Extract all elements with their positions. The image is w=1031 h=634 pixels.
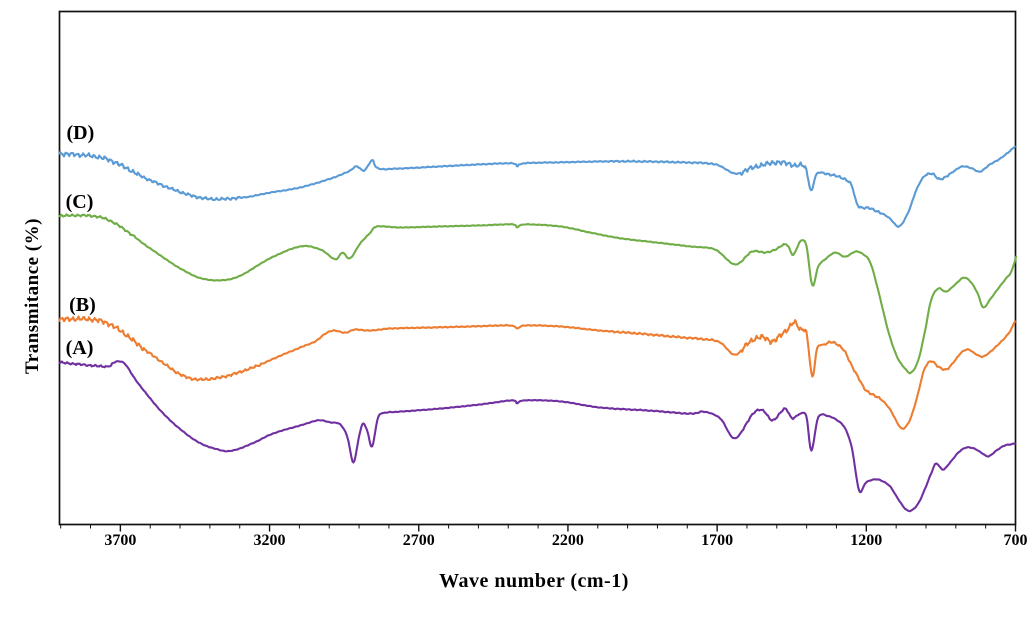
x-tick-label-text: 1700: [701, 532, 734, 549]
x-tick-label-text: 1200: [850, 532, 883, 549]
x-tick-label-text: 2700: [402, 532, 435, 549]
series-B-label-text: (B): [69, 293, 96, 316]
x-axis-title-text: Wave number (cm-1): [439, 569, 629, 592]
x-tick-label-text: 2200: [551, 532, 584, 549]
x-tick-label-text: 3200: [253, 532, 286, 549]
x-tick-label-text: 3700: [104, 532, 137, 549]
series-D-label-text: (D): [66, 122, 95, 145]
series-C-label-text: (C): [65, 190, 94, 213]
series-A-label-text: (A): [65, 337, 94, 360]
y-axis-title-text: Transmitance (%): [22, 218, 43, 374]
x-tick-label-text: 700: [1003, 532, 1028, 549]
